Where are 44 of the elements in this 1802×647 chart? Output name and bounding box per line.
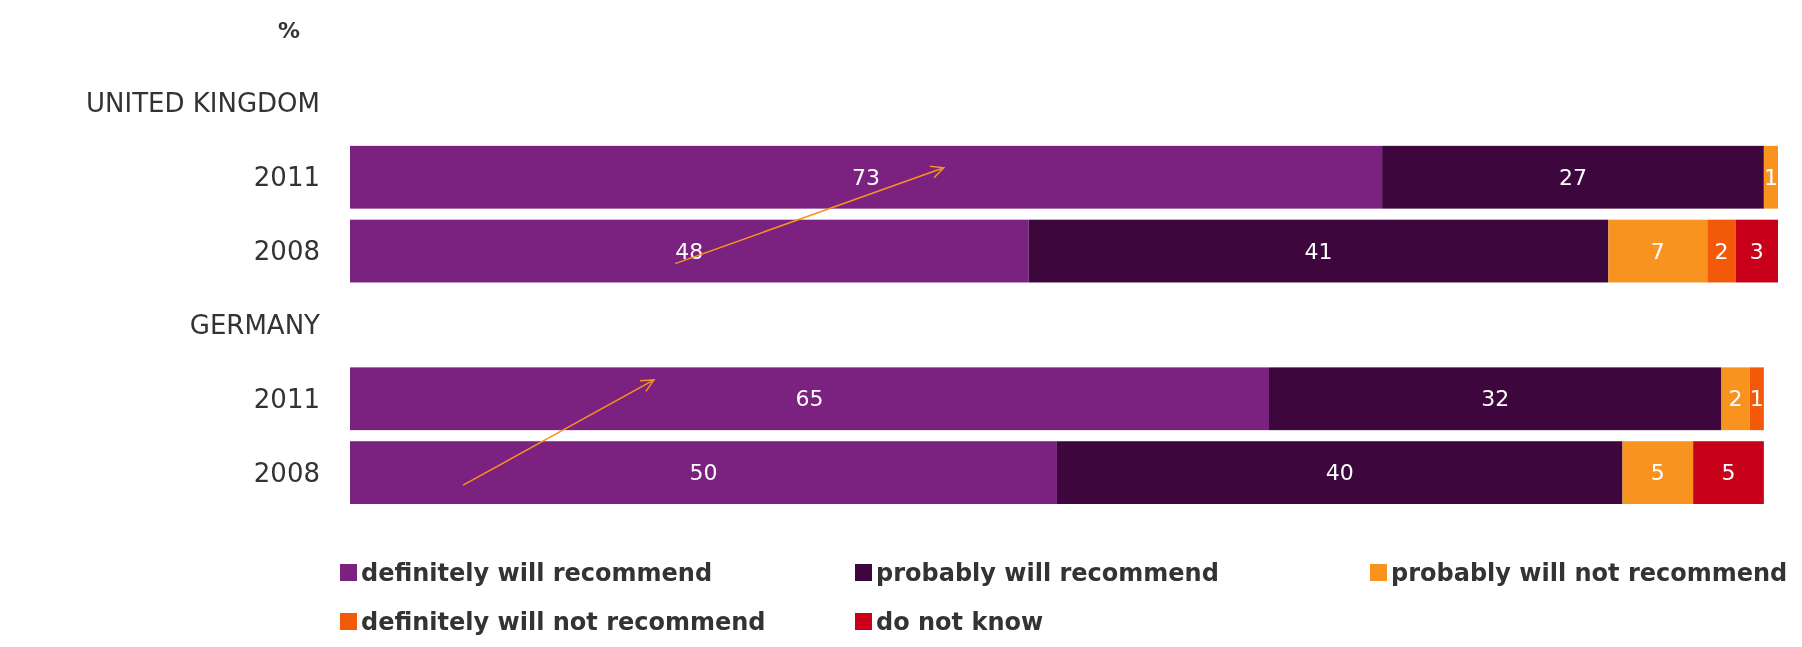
data-label: 27 xyxy=(1558,164,1587,190)
bar xyxy=(1622,441,1694,504)
y-tick-label: 2008 xyxy=(253,457,320,488)
y-tick-label: 2011 xyxy=(253,383,320,414)
y-tick-label: 2008 xyxy=(253,236,320,267)
bar xyxy=(1749,367,1764,431)
bar xyxy=(350,219,1029,283)
data-label: 2 xyxy=(1714,238,1729,264)
data-label: 48 xyxy=(675,238,704,264)
data-label: 50 xyxy=(689,460,718,486)
data-label: 5 xyxy=(1721,460,1736,486)
y-tick-label: 2011 xyxy=(253,162,320,193)
bar xyxy=(350,145,1383,209)
bar xyxy=(1693,441,1764,504)
data-label: 32 xyxy=(1481,386,1510,412)
data-label: 2 xyxy=(1728,386,1743,412)
legend-label: do not know xyxy=(876,608,1044,637)
data-label: 65 xyxy=(795,386,824,412)
bar xyxy=(1707,219,1736,283)
data-label: 40 xyxy=(1325,460,1354,486)
bar xyxy=(1269,367,1722,431)
bar xyxy=(1382,145,1764,209)
y-tick-label: GERMANY xyxy=(189,310,321,341)
bar xyxy=(350,367,1270,431)
x-axis-title: % xyxy=(277,18,300,43)
legend-label: definitely will not recommend xyxy=(361,608,766,637)
data-label: 3 xyxy=(1749,238,1764,264)
data-label: 41 xyxy=(1304,238,1333,264)
bar xyxy=(1056,441,1623,504)
bar xyxy=(1608,219,1708,283)
bar xyxy=(1763,145,1778,209)
legend-label: definitely will recommend xyxy=(361,559,713,588)
bar xyxy=(1735,219,1778,283)
legend-label: probably will not recommend xyxy=(1391,559,1788,588)
data-label: 1 xyxy=(1763,164,1778,190)
data-label: 1 xyxy=(1749,386,1764,412)
data-label: 5 xyxy=(1650,460,1665,486)
y-tick-label: UNITED KINGDOM xyxy=(86,88,320,119)
data-label: 73 xyxy=(852,164,881,190)
bar xyxy=(1721,367,1750,431)
legend-label: probably will recommend xyxy=(876,559,1219,588)
data-label: 7 xyxy=(1650,238,1665,264)
bar xyxy=(1028,219,1609,283)
bar xyxy=(350,441,1057,504)
